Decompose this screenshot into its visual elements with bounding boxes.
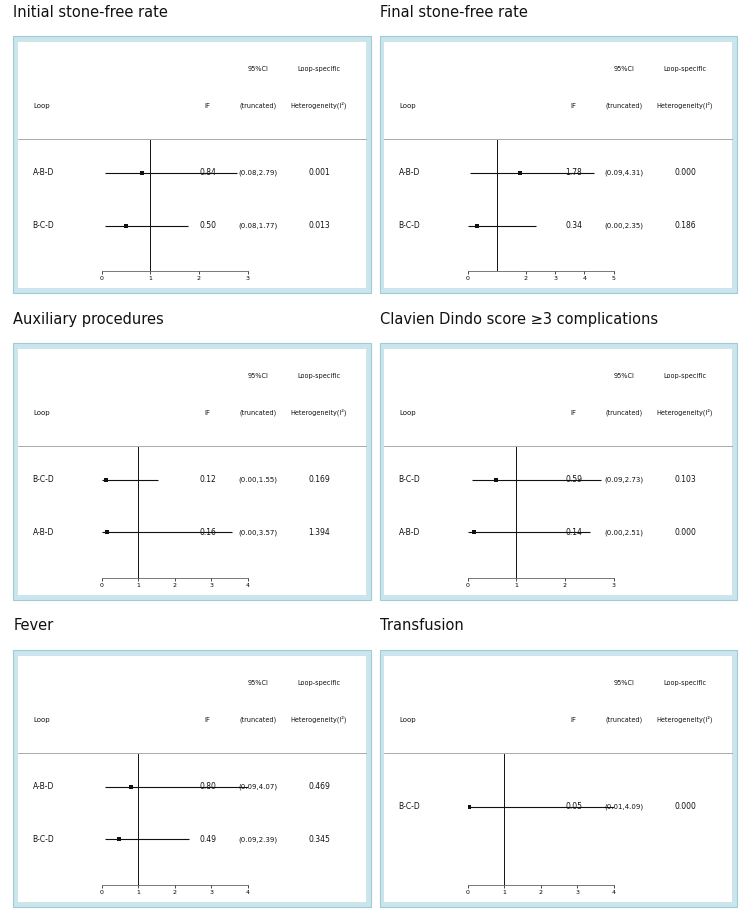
Text: (0.09,2.39): (0.09,2.39) xyxy=(238,836,278,843)
Text: Loop-specific: Loop-specific xyxy=(664,373,706,379)
Text: 95%CI: 95%CI xyxy=(248,66,268,72)
Text: Heterogeneity(I²): Heterogeneity(I²) xyxy=(291,716,347,723)
Text: 0.000: 0.000 xyxy=(674,528,696,537)
Text: Loop: Loop xyxy=(34,716,50,723)
Text: (0.09,4.07): (0.09,4.07) xyxy=(238,784,278,790)
Text: Loop: Loop xyxy=(34,410,50,416)
Text: 0.50: 0.50 xyxy=(200,221,216,230)
Text: 0.12: 0.12 xyxy=(200,475,216,484)
Text: 95%CI: 95%CI xyxy=(614,373,634,379)
Text: 0.84: 0.84 xyxy=(200,168,216,177)
Text: A-B-D: A-B-D xyxy=(32,783,54,792)
Text: Heterogeneity(I²): Heterogeneity(I²) xyxy=(291,102,347,109)
Text: IF: IF xyxy=(205,716,211,723)
Text: 95%CI: 95%CI xyxy=(614,680,634,686)
Text: (0.01,4.09): (0.01,4.09) xyxy=(604,804,644,810)
Text: IF: IF xyxy=(571,716,577,723)
Text: Heterogeneity(I²): Heterogeneity(I²) xyxy=(657,409,713,417)
Text: (truncated): (truncated) xyxy=(605,716,643,723)
Text: 0.000: 0.000 xyxy=(674,168,696,177)
Text: Heterogeneity(I²): Heterogeneity(I²) xyxy=(291,409,347,417)
Text: Fever: Fever xyxy=(13,619,54,633)
Text: 0.469: 0.469 xyxy=(308,783,330,792)
Text: 0.80: 0.80 xyxy=(200,783,216,792)
Text: 95%CI: 95%CI xyxy=(248,373,268,379)
Text: 0.001: 0.001 xyxy=(308,168,330,177)
Text: Loop-specific: Loop-specific xyxy=(664,680,706,686)
Text: B-C-D: B-C-D xyxy=(398,802,420,811)
Text: IF: IF xyxy=(571,410,577,416)
Text: (0.09,4.31): (0.09,4.31) xyxy=(604,169,644,177)
Text: 0.103: 0.103 xyxy=(674,475,696,484)
Text: 95%CI: 95%CI xyxy=(614,66,634,72)
Text: B-C-D: B-C-D xyxy=(32,835,54,844)
Text: A-B-D: A-B-D xyxy=(32,528,54,537)
Text: Auxiliary procedures: Auxiliary procedures xyxy=(13,311,164,327)
Text: Loop: Loop xyxy=(400,716,416,723)
Text: Final stone-free rate: Final stone-free rate xyxy=(380,5,527,19)
Text: 1.394: 1.394 xyxy=(308,528,330,537)
Text: Loop-specific: Loop-specific xyxy=(664,66,706,72)
Text: Initial stone-free rate: Initial stone-free rate xyxy=(13,5,168,19)
Text: Loop: Loop xyxy=(400,103,416,108)
Text: Loop-specific: Loop-specific xyxy=(298,373,340,379)
Text: (truncated): (truncated) xyxy=(605,103,643,109)
Text: (0.08,1.77): (0.08,1.77) xyxy=(238,222,278,228)
Text: 0.16: 0.16 xyxy=(200,528,216,537)
Text: Clavien Dindo score ≥3 complications: Clavien Dindo score ≥3 complications xyxy=(380,311,658,327)
Text: 1.78: 1.78 xyxy=(566,168,582,177)
Text: B-C-D: B-C-D xyxy=(398,475,420,484)
Text: 0.05: 0.05 xyxy=(566,802,582,811)
Text: B-C-D: B-C-D xyxy=(398,221,420,230)
Text: 0.14: 0.14 xyxy=(566,528,582,537)
Text: (truncated): (truncated) xyxy=(239,103,277,109)
Text: (0.00,1.55): (0.00,1.55) xyxy=(238,477,278,483)
Text: Loop: Loop xyxy=(34,103,50,108)
Text: (0.00,2.35): (0.00,2.35) xyxy=(604,222,644,228)
Text: 0.000: 0.000 xyxy=(674,802,696,811)
Text: IF: IF xyxy=(205,410,211,416)
Text: Heterogeneity(I²): Heterogeneity(I²) xyxy=(657,716,713,723)
Text: B-C-D: B-C-D xyxy=(32,221,54,230)
Text: A-B-D: A-B-D xyxy=(398,168,420,177)
Text: (0.08,2.79): (0.08,2.79) xyxy=(238,169,278,177)
Text: (0.09,2.73): (0.09,2.73) xyxy=(604,477,644,483)
Text: B-C-D: B-C-D xyxy=(32,475,54,484)
Text: (truncated): (truncated) xyxy=(239,410,277,416)
Text: A-B-D: A-B-D xyxy=(398,528,420,537)
Text: 0.34: 0.34 xyxy=(566,221,582,230)
Text: 0.169: 0.169 xyxy=(308,475,330,484)
Text: 0.49: 0.49 xyxy=(200,835,216,844)
Text: IF: IF xyxy=(205,103,211,108)
Text: (0.00,3.57): (0.00,3.57) xyxy=(238,530,278,536)
Text: Transfusion: Transfusion xyxy=(380,619,464,633)
Text: Heterogeneity(I²): Heterogeneity(I²) xyxy=(657,102,713,109)
Text: 0.59: 0.59 xyxy=(566,475,582,484)
Text: Loop-specific: Loop-specific xyxy=(298,680,340,686)
Text: (truncated): (truncated) xyxy=(605,410,643,416)
Text: IF: IF xyxy=(571,103,577,108)
Text: (truncated): (truncated) xyxy=(239,716,277,723)
Text: 0.186: 0.186 xyxy=(674,221,696,230)
Text: 95%CI: 95%CI xyxy=(248,680,268,686)
Text: Loop-specific: Loop-specific xyxy=(298,66,340,72)
Text: Loop: Loop xyxy=(400,410,416,416)
Text: 0.013: 0.013 xyxy=(308,221,330,230)
Text: 0.345: 0.345 xyxy=(308,835,330,844)
Text: A-B-D: A-B-D xyxy=(32,168,54,177)
Text: (0.00,2.51): (0.00,2.51) xyxy=(604,530,644,536)
